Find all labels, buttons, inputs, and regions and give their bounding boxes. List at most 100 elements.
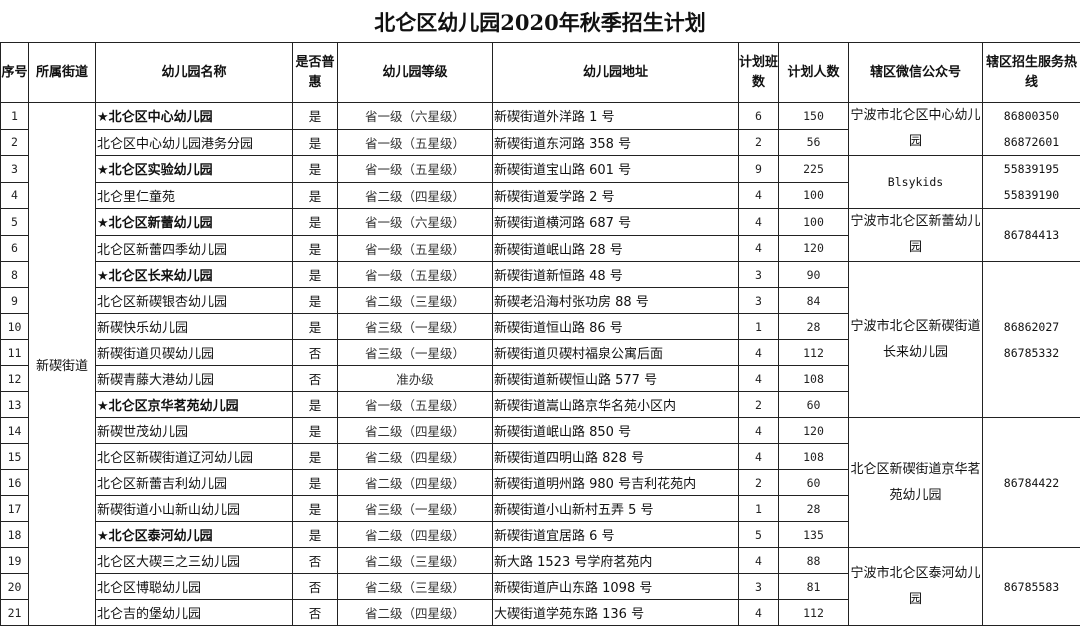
hotline-cell: 86862027 86785332: [982, 261, 1080, 418]
row-number: 2: [0, 128, 29, 156]
row-number: 8: [0, 261, 29, 288]
classes-cell: 6: [738, 102, 779, 130]
wechat-account-cell: 宁波市北仑区新碶街道长来幼儿园: [848, 261, 983, 418]
header-wechat: 辖区微信公众号: [848, 42, 983, 103]
people-cell: 112: [778, 599, 849, 626]
header-street: 所属街道: [28, 42, 96, 103]
header-hotline: 辖区招生服务热线: [982, 42, 1080, 103]
table-row: 13 ★北仑区京华茗苑幼儿园是省一级（五星级） 新碶街道嵩山路京华名苑小区内 2 60: [0, 391, 1080, 418]
table-body: 1 新碶街道 ★北仑区中心幼儿园是省一级（六星级） 新碶街道外洋路 1 号 6 150 宁波…: [0, 102, 1080, 626]
classes-cell: 4: [738, 181, 779, 209]
row-number: 19: [0, 547, 29, 574]
grade-cell: 省一级（五星级）: [337, 128, 493, 156]
puhui-cell: 否: [292, 547, 338, 574]
address-cell: 新碶街道庐山东路 1098 号: [492, 573, 739, 600]
classes-cell: 4: [738, 234, 779, 262]
address-cell: 新大路 1523 号学府茗苑内: [492, 547, 739, 574]
puhui-cell: 是: [292, 234, 338, 262]
classes-cell: 9: [738, 155, 779, 183]
address-cell: 新碶街道新碶恒山路 577 号: [492, 365, 739, 392]
hotline-cell: 86800350 86872601: [982, 102, 1080, 156]
hotline-number: 86862027: [1003, 319, 1060, 334]
classes-cell: 4: [738, 339, 779, 366]
table-row: 17 新碶街道小山新山幼儿园是省三级（一星级） 新碶街道小山新村五弄 5 号 1 28: [0, 495, 1080, 522]
header-classes: 计划班数: [738, 42, 779, 103]
classes-cell: 4: [738, 417, 779, 444]
wechat-account-cell: 宁波市北仑区新蕾幼儿园: [848, 208, 983, 262]
header-no: 序号: [0, 42, 29, 103]
hotline-cell: 55839195 55839190: [982, 155, 1080, 209]
kindergarten-name: 北仑区博聪幼儿园: [95, 573, 293, 600]
kindergarten-name: ★北仑区长来幼儿园: [95, 261, 293, 288]
grade-cell: 准办级: [337, 365, 493, 392]
header-row: 序号 所属街道 幼儿园名称 是否普惠 幼儿园等级 幼儿园地址 计划班数 计划人数…: [0, 42, 1080, 103]
row-number: 5: [0, 208, 29, 236]
address-cell: 大碶街道学苑东路 136 号: [492, 599, 739, 626]
kindergarten-name: ★北仑区京华茗苑幼儿园: [95, 391, 293, 418]
grade-cell: 省一级（五星级）: [337, 261, 493, 288]
kindergarten-name: 新碶街道贝碶幼儿园: [95, 339, 293, 366]
address-cell: 新碶街道小山新村五弄 5 号: [492, 495, 739, 522]
hotline-number: 86784422: [1003, 475, 1060, 490]
kindergarten-name: 北仑区新碶街道辽河幼儿园: [95, 443, 293, 470]
puhui-cell: 是: [292, 521, 338, 548]
hotline-cell: 86784422: [982, 417, 1080, 548]
grade-cell: 省二级（四星级）: [337, 417, 493, 444]
grade-cell: 省三级（一星级）: [337, 495, 493, 522]
grade-cell: 省一级（六星级）: [337, 208, 493, 236]
people-cell: 60: [778, 469, 849, 496]
grade-cell: 省一级（五星级）: [337, 155, 493, 183]
table-row: 15 北仑区新碶街道辽河幼儿园是省二级（四星级） 新碶街道四明山路 828 号 4 10…: [0, 443, 1080, 470]
people-cell: 28: [778, 313, 849, 340]
hotline-number: 55839190: [1003, 188, 1060, 202]
people-cell: 100: [778, 208, 849, 236]
table-row: 9 北仑区新碶银杏幼儿园是省二级（三星级） 新碶老沿海村张功房 88 号 3 84: [0, 287, 1080, 314]
row-number: 6: [0, 234, 29, 262]
puhui-cell: 是: [292, 469, 338, 496]
row-number: 14: [0, 417, 29, 444]
table-row: 4 北仑里仁童苑是省二级（四星级） 新碶街道爱学路 2 号 4 100: [0, 181, 1080, 209]
row-number: 12: [0, 365, 29, 392]
grade-cell: 省三级（一星级）: [337, 339, 493, 366]
table-row: 3 ★北仑区实验幼儿园是省一级（五星级） 新碶街道宝山路 601 号 9 225 Blsy…: [0, 155, 1080, 209]
puhui-cell: 否: [292, 599, 338, 626]
address-cell: 新碶老沿海村张功房 88 号: [492, 287, 739, 314]
kindergarten-name: ★北仑区新蕾幼儿园: [95, 208, 293, 236]
grade-cell: 省一级（五星级）: [337, 234, 493, 262]
row-number: 11: [0, 339, 29, 366]
row-number: 20: [0, 573, 29, 600]
grade-cell: 省一级（六星级）: [337, 102, 493, 130]
enrollment-table: 序号 所属街道 幼儿园名称 是否普惠 幼儿园等级 幼儿园地址 计划班数 计划人数…: [0, 42, 1080, 626]
hotline-cell: 86785583: [982, 547, 1080, 626]
row-number: 4: [0, 181, 29, 209]
address-cell: 新碶街道岷山路 850 号: [492, 417, 739, 444]
hotline-number: 86872601: [1003, 135, 1060, 149]
grade-cell: 省二级（三星级）: [337, 547, 493, 574]
row-number: 9: [0, 287, 29, 314]
kindergarten-name: 北仑区新碶银杏幼儿园: [95, 287, 293, 314]
grade-cell: 省二级（三星级）: [337, 287, 493, 314]
address-cell: 新碶街道宝山路 601 号: [492, 155, 739, 183]
people-cell: 28: [778, 495, 849, 522]
classes-cell: 3: [738, 261, 779, 288]
puhui-cell: 否: [292, 365, 338, 392]
people-cell: 60: [778, 391, 849, 418]
header-grade: 幼儿园等级: [337, 42, 493, 103]
puhui-cell: 是: [292, 495, 338, 522]
puhui-cell: 是: [292, 287, 338, 314]
address-cell: 新碶街道外洋路 1 号: [492, 102, 739, 130]
grade-cell: 省二级（四星级）: [337, 521, 493, 548]
puhui-cell: 是: [292, 181, 338, 209]
puhui-cell: 是: [292, 261, 338, 288]
grade-cell: 省二级（三星级）: [337, 573, 493, 600]
wechat-account-cell: 北仑区新碶街道京华茗苑幼儿园: [848, 417, 983, 548]
hotline-number: 86784413: [1003, 228, 1060, 242]
people-cell: 108: [778, 443, 849, 470]
kindergarten-name: ★北仑区泰河幼儿园: [95, 521, 293, 548]
address-cell: 新碶街道宜居路 6 号: [492, 521, 739, 548]
puhui-cell: 是: [292, 443, 338, 470]
row-number: 18: [0, 521, 29, 548]
hotline-number: 55839195: [1003, 162, 1060, 176]
row-number: 3: [0, 155, 29, 183]
address-cell: 新碶街道嵩山路京华名苑小区内: [492, 391, 739, 418]
